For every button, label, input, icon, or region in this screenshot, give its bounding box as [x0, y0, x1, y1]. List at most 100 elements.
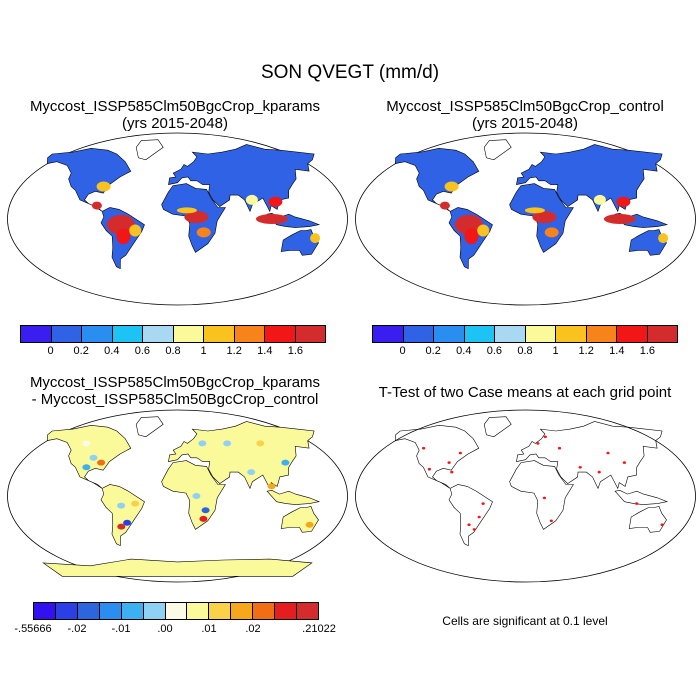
significant-cell: [606, 451, 610, 455]
colorbar-tick-label: 1.4: [257, 345, 273, 357]
colorbar-swatch: [165, 603, 188, 619]
panel-1-title: Myccost_ISSP585Clm50BgcCrop_kparams (yrs…: [0, 98, 350, 132]
map-control: [355, 132, 696, 306]
panel-4-title-line1: T-Test of two Case means at each grid po…: [378, 384, 672, 401]
land-seasia: [266, 489, 321, 505]
land-namerica: [46, 424, 132, 489]
sahel-mid: [176, 207, 197, 214]
difference-anomaly: [198, 440, 207, 447]
significant-cell: [481, 502, 485, 505]
difference-anomaly: [247, 469, 256, 476]
land-namerica: [394, 424, 480, 489]
significant-cell: [458, 451, 462, 455]
colorbar-swatch: [525, 326, 556, 342]
difference-anomaly: [117, 502, 126, 509]
maritime-asia-high: [603, 214, 636, 224]
colorbar-tick-label: 0.4: [456, 345, 472, 357]
land-samerica: [448, 484, 493, 547]
colorbar-kparams: [20, 325, 326, 343]
land-eurasia: [168, 144, 315, 213]
colorbar-swatch: [253, 603, 276, 619]
difference-anomaly: [82, 440, 91, 447]
colorbar-difference: [33, 602, 319, 620]
india-mid: [593, 194, 606, 205]
significant-cell: [557, 446, 562, 450]
difference-anomaly: [117, 523, 126, 530]
indochina-high: [268, 196, 283, 207]
panel-4-title: T-Test of two Case means at each grid po…: [350, 384, 700, 401]
difference-anomaly: [199, 515, 208, 522]
land-africa: [509, 460, 574, 530]
panel-2-title-line1: Myccost_ISSP585Clm50BgcCrop_control: [386, 98, 664, 115]
significant-cell: [635, 502, 639, 505]
indochina-high: [616, 196, 631, 207]
land-antarctica: [42, 558, 313, 577]
us-southeast-mid: [96, 181, 111, 192]
map-ttest: [355, 409, 696, 583]
colorbar-swatch: [586, 326, 617, 342]
colorbar-tick-label: 0.2: [73, 345, 89, 357]
difference-anomaly: [281, 459, 290, 466]
difference-anomaly: [305, 521, 314, 528]
colorbar-tick-label: 0.8: [165, 345, 181, 357]
difference-anomaly: [131, 500, 140, 507]
land-greenland: [483, 139, 512, 161]
colorbar-swatch: [231, 603, 254, 619]
significant-cell: [447, 461, 451, 464]
land-namerica: [46, 147, 132, 212]
colorbar-tick-label: 0.6: [486, 345, 503, 357]
colorbar-tick-label: 1.6: [287, 345, 304, 357]
land-greenland: [135, 139, 164, 161]
panel-3-title-line1: Myccost_ISSP585Clm50BgcCrop_kparams: [29, 374, 321, 391]
colorbar-swatch: [209, 603, 232, 619]
significant-cell: [422, 446, 426, 450]
colorbar-swatch: [112, 326, 143, 342]
panel-2-title-line2: (yrs 2015-2048): [472, 115, 578, 132]
colorbar-tick-label: -.55666: [14, 623, 52, 635]
colorbar-tick-label: 1.6: [639, 345, 656, 357]
colorbar-swatch: [265, 326, 296, 342]
significant-cell: [542, 496, 546, 500]
land-eurasia: [516, 144, 663, 213]
land-eurasia: [516, 421, 663, 490]
colorbar-tick-label: 1.4: [609, 345, 625, 357]
colorbar-swatch: [434, 326, 465, 342]
difference-anomaly: [82, 464, 91, 471]
colorbar-tick-label: .21022: [302, 623, 336, 635]
difference-anomaly: [89, 454, 98, 461]
maritime-asia-high: [255, 214, 288, 224]
land-australia: [628, 229, 667, 256]
significant-cell: [477, 515, 481, 519]
colorbar-swatch: [495, 326, 526, 342]
significant-cell: [597, 470, 601, 474]
colorbar-control: [372, 325, 678, 343]
amazon-high: [454, 214, 483, 235]
panel-1-title-line2: (yrs 2015-2048): [122, 115, 228, 132]
colorbar-swatch: [187, 603, 210, 619]
australia-east-mid: [310, 233, 321, 244]
map-difference: [7, 409, 348, 583]
difference-anomaly: [97, 459, 106, 466]
colorbar-swatch: [143, 603, 166, 619]
south-africa-mid: [544, 227, 559, 238]
congo-high: [532, 211, 557, 224]
colorbar-swatch: [617, 326, 648, 342]
brazil-high: [116, 228, 131, 245]
colorbar-swatch: [373, 326, 404, 342]
significant-cell: [622, 461, 626, 464]
india-mid: [245, 194, 258, 205]
colorbar-swatch: [173, 326, 204, 342]
significance-note: Cells are significant at 0.1 level: [442, 614, 608, 628]
land-eurasia: [168, 421, 315, 490]
colorbar-swatch: [647, 326, 677, 342]
land-australia: [280, 229, 319, 256]
difference-anomaly: [192, 493, 201, 499]
colorbar-tick-label: .01: [201, 623, 217, 635]
brazil-high: [464, 228, 479, 245]
significant-cell: [450, 470, 454, 474]
congo-high: [184, 211, 209, 224]
panel-3-title: Myccost_ISSP585Clm50BgcCrop_kparams - My…: [0, 374, 350, 408]
central-america-high: [91, 201, 102, 210]
map-kparams: [7, 132, 348, 306]
colorbar-tick-label: 0.8: [517, 345, 533, 357]
